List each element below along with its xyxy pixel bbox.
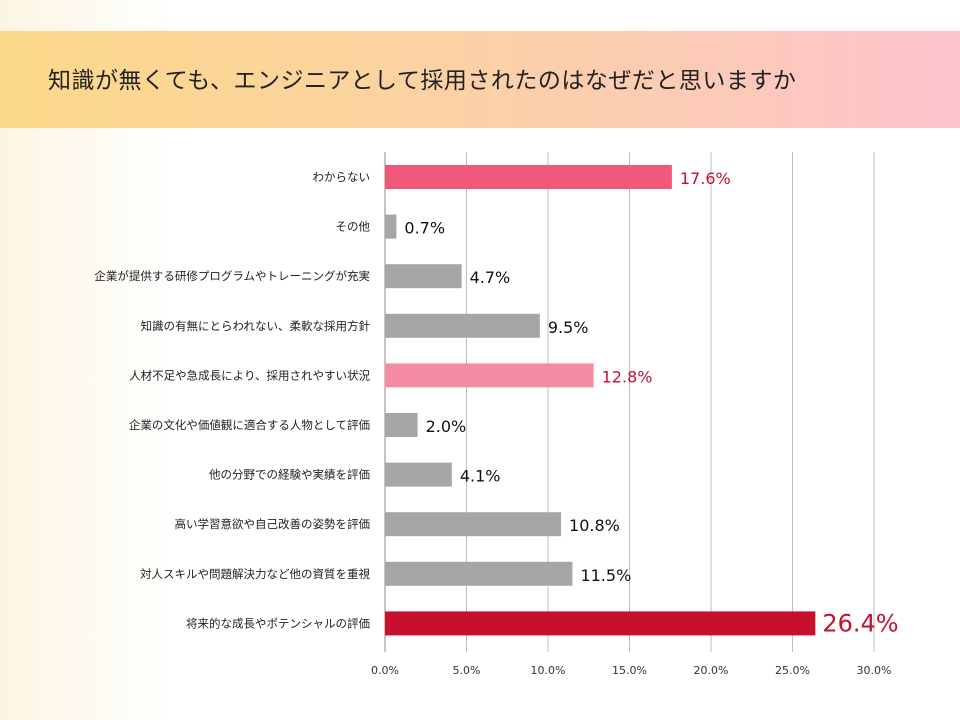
value-label: 12.8%	[602, 367, 653, 386]
category-label: 人材不足や急成長により、採用されやすい状況	[129, 368, 370, 382]
value-label: 4.1%	[460, 467, 501, 486]
x-axis-ticks: 0.0% 5.0% 10.0% 15.0% 20.0% 25.0% 30.0%	[371, 664, 891, 677]
x-tick-label: 10.0%	[531, 664, 566, 677]
bar	[385, 214, 397, 239]
value-label: 17.6%	[680, 169, 731, 188]
x-tick-label: 5.0%	[453, 664, 481, 677]
category-label: 知識の有無にとらわれない、柔軟な採用方針	[141, 319, 371, 333]
x-tick-label: 25.0%	[775, 664, 810, 677]
bar	[385, 165, 672, 189]
category-label: 将来的な成長やポテンシャルの評価	[186, 616, 370, 630]
category-label: その他	[336, 220, 371, 234]
bar	[385, 363, 594, 388]
bar	[385, 512, 562, 537]
category-label: 高い学習意欲や自己改善の姿勢を評価	[175, 517, 371, 531]
bars	[385, 165, 816, 636]
category-labels: わからないその他企業が提供する研修プログラムやトレーニングが充実知識の有無にとら…	[94, 170, 370, 630]
value-label: 26.4%	[822, 609, 898, 637]
bar	[385, 561, 573, 586]
value-label: 11.5%	[580, 566, 631, 585]
value-label: 4.7%	[470, 268, 511, 287]
category-label: わからない	[313, 170, 371, 184]
value-label: 2.0%	[426, 417, 467, 436]
x-tick-label: 30.0%	[857, 664, 892, 677]
x-tick-label: 20.0%	[694, 664, 729, 677]
bar	[385, 264, 462, 289]
category-label: 企業の文化や価値観に適合する人物として評価	[129, 418, 370, 432]
x-tick-label: 15.0%	[612, 664, 647, 677]
x-tick-label: 0.0%	[371, 664, 399, 677]
header-banner: 知識が無くても、エンジニアとして採用されたのはなぜだと思いますか	[0, 31, 960, 128]
value-label: 0.7%	[404, 219, 445, 238]
value-label: 10.8%	[569, 516, 620, 535]
chart-title: 知識が無くても、エンジニアとして採用されたのはなぜだと思いますか	[48, 68, 797, 94]
value-labels: 17.6% 0.7% 4.7% 9.5% 12.8% 2.0% 4.1% 10.8% 11.5%…	[404, 169, 898, 637]
category-label: 企業が提供する研修プログラムやトレーニングが充実	[94, 269, 370, 283]
category-label: 他の分野での経験や実績を評価	[209, 468, 370, 482]
bar	[385, 462, 452, 487]
category-label: 対人スキルや問題解決力など他の資質を重視	[140, 567, 370, 581]
bar	[385, 413, 418, 437]
bar	[385, 611, 816, 636]
bar	[385, 313, 540, 338]
value-label: 9.5%	[548, 318, 589, 337]
